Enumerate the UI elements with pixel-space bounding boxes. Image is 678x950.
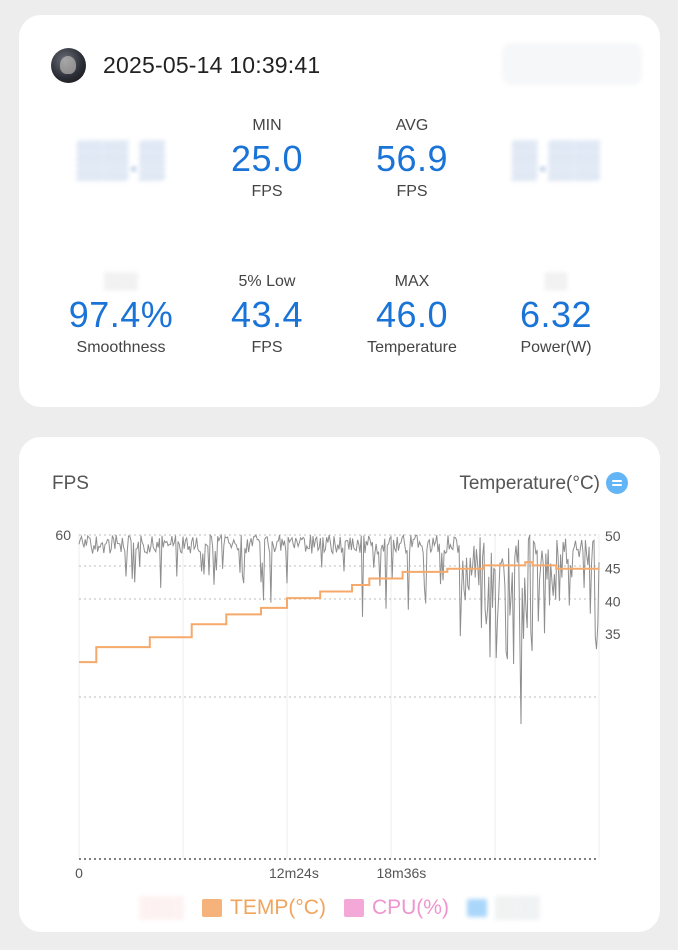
legend-item-cpu[interactable]: CPU(%) xyxy=(343,896,449,920)
stat-unit: FPS xyxy=(396,183,428,200)
temperature-axis-title: Temperature(°C) xyxy=(459,473,600,494)
stat-value: 97.4% xyxy=(68,294,174,335)
chart-legend: ▒▒▒ TEMP(°C) CPU(%) ▒▒▒ xyxy=(19,893,660,923)
temperature-line xyxy=(79,561,599,664)
chart-grid xyxy=(78,534,600,860)
stat-unit: FPS xyxy=(251,183,283,200)
x-tick-label: 18m36s xyxy=(376,865,426,881)
stat-label: AVG xyxy=(395,117,429,134)
x-tick-label: 0 xyxy=(75,865,83,881)
stat-value: ▒▒.▒ xyxy=(76,138,166,179)
session-header: 2025-05-14 10:39:41 xyxy=(51,47,320,83)
axis-ticks: 60 50 45 40 35 0 12m24s 18m36s xyxy=(55,527,620,881)
stat-redacted-1: ​ ▒▒.▒ ​ xyxy=(56,115,186,203)
stat-label: ▒▒▒ xyxy=(103,273,138,290)
fps-axis-title: FPS xyxy=(52,473,89,494)
stat-unit: ​ xyxy=(491,181,621,203)
stat-value: 6.32 xyxy=(519,294,593,335)
avatar[interactable] xyxy=(51,47,86,83)
x-tick-label: 12m24s xyxy=(269,865,319,881)
stat-avg-fps: AVG 56.9 FPS xyxy=(347,115,477,203)
stat-value: 56.9 xyxy=(375,138,449,179)
legend-item-temp[interactable]: TEMP(°C) xyxy=(202,896,326,920)
legend-swatch xyxy=(202,899,223,917)
fps-line xyxy=(78,533,600,725)
redacted-header-badge xyxy=(502,43,642,85)
stat-value: 43.4 xyxy=(230,294,304,335)
stat-value: 46.0 xyxy=(375,294,449,335)
legend-label: TEMP(°C) xyxy=(230,896,326,919)
stat-redacted-2: ​ ▒.▒▒ ​ xyxy=(491,115,621,203)
stat-label: ​ xyxy=(56,115,186,137)
stat-min-fps: MIN 25.0 FPS xyxy=(202,115,332,203)
legend-item-redacted-2: ▒▒▒ xyxy=(466,896,540,920)
stat-max-temperature: MAX 46.0 Temperature xyxy=(347,271,477,359)
legend-swatch xyxy=(343,899,364,917)
fps-series xyxy=(78,533,600,725)
y-left-tick-label: 60 xyxy=(55,527,71,543)
stat-unit: FPS xyxy=(251,339,283,356)
stat-5pct-low-fps: 5% Low 43.4 FPS xyxy=(202,271,332,359)
y-right-tick-label: 40 xyxy=(605,593,621,609)
y-right-tick-label: 45 xyxy=(605,561,621,577)
stat-unit: ​ xyxy=(56,181,186,203)
stat-label: MAX xyxy=(394,273,430,290)
stat-unit: Temperature xyxy=(367,339,457,356)
legend-item-redacted: ▒▒▒ xyxy=(139,896,185,919)
stat-unit: Smoothness xyxy=(76,339,166,356)
session-datetime: 2025-05-14 10:39:41 xyxy=(103,51,321,78)
stat-value: 25.0 xyxy=(230,138,304,179)
y-right-tick-label: 35 xyxy=(605,626,621,642)
temperature-series xyxy=(79,561,599,664)
stat-label: ▒▒ xyxy=(544,273,568,290)
chart-card: FPS Temperature(°C) 60 50 45 40 35 0 12m24s 18m… xyxy=(19,437,660,932)
stat-smoothness: ▒▒▒ 97.4% Smoothness xyxy=(56,271,186,359)
stat-label: MIN xyxy=(252,117,282,134)
stats-card: 2025-05-14 10:39:41 ​ ▒▒.▒ ​ MIN 25.0 FP… xyxy=(19,15,660,407)
stat-label: ​ xyxy=(491,115,621,137)
y-right-tick-label: 50 xyxy=(605,528,621,544)
stat-unit: Power(W) xyxy=(520,339,592,356)
stat-label: 5% Low xyxy=(238,273,296,290)
swap-icon[interactable] xyxy=(606,472,628,494)
stat-value: ▒.▒▒ xyxy=(511,138,601,179)
stat-power: ▒▒ 6.32 Power(W) xyxy=(491,271,621,359)
fps-temperature-chart: 60 50 45 40 35 0 12m24s 18m36s xyxy=(55,527,620,881)
legend-label: CPU(%) xyxy=(371,896,449,919)
